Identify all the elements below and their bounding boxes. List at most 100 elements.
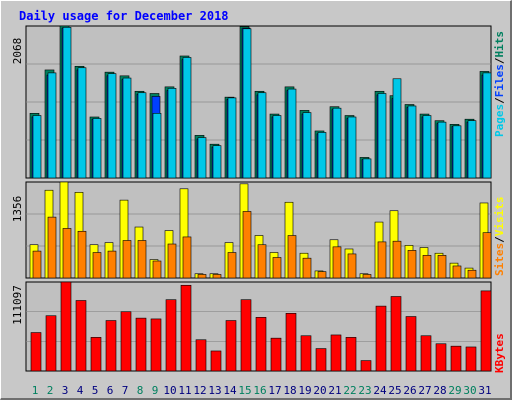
bar-pages bbox=[32, 115, 42, 179]
bar-kbytes bbox=[120, 311, 132, 372]
bar-sites bbox=[392, 240, 402, 279]
legend-1: Pages/Files/Hits bbox=[493, 31, 506, 137]
legend-item: KBytes bbox=[493, 333, 506, 373]
x-tick-label: 25 bbox=[388, 384, 401, 397]
x-tick-label: 31 bbox=[478, 384, 491, 397]
bar-kbytes bbox=[105, 320, 117, 372]
bar-sites bbox=[197, 274, 207, 279]
bar-kbytes bbox=[390, 296, 402, 372]
x-tick-label: 3 bbox=[62, 384, 69, 397]
x-tick-label: 2 bbox=[47, 384, 54, 397]
x-tick-label: 28 bbox=[433, 384, 446, 397]
bar-pages bbox=[332, 107, 342, 179]
bar-kbytes bbox=[90, 337, 102, 372]
bar-pages bbox=[242, 28, 252, 179]
x-tick-label: 30 bbox=[463, 384, 476, 397]
bar-kbytes bbox=[330, 334, 342, 372]
x-tick-label: 10 bbox=[163, 384, 176, 397]
bar-sites bbox=[437, 255, 447, 279]
bar-sites bbox=[467, 269, 477, 279]
x-tick-label: 24 bbox=[373, 384, 387, 397]
legend-separator: / bbox=[493, 236, 506, 243]
bar-pages bbox=[122, 77, 132, 179]
bar-sites bbox=[77, 230, 87, 279]
x-tick-label: 21 bbox=[328, 384, 341, 397]
bar-kbytes bbox=[270, 337, 282, 372]
legend-2: Sites/Visits bbox=[493, 197, 506, 277]
x-tick-label: 16 bbox=[253, 384, 266, 397]
bar-sites bbox=[452, 265, 462, 279]
legend-item: Hits bbox=[493, 31, 506, 58]
bar-pages bbox=[212, 145, 222, 179]
bar-pages bbox=[377, 93, 387, 179]
y-axis-max-label: 2068 bbox=[11, 38, 24, 65]
bar-sites bbox=[107, 250, 117, 279]
bar-pages bbox=[392, 78, 402, 179]
x-tick-label: 26 bbox=[403, 384, 416, 397]
x-tick-label: 11 bbox=[178, 384, 191, 397]
bar-sites bbox=[377, 241, 387, 279]
bar-sites bbox=[92, 252, 102, 279]
bar-sites bbox=[167, 243, 177, 279]
bar-pages bbox=[347, 116, 357, 179]
bar-kbytes bbox=[255, 317, 267, 372]
bar-kbytes bbox=[180, 284, 192, 372]
bar-pages bbox=[227, 97, 237, 179]
bar-sites bbox=[272, 257, 282, 279]
bar-pages bbox=[92, 118, 102, 179]
bar-kbytes bbox=[465, 346, 477, 372]
bar-sites bbox=[257, 244, 267, 279]
x-tick-label: 15 bbox=[238, 384, 251, 397]
bar-pages bbox=[362, 158, 372, 179]
bar-sites bbox=[212, 274, 222, 279]
bar-kbytes bbox=[60, 281, 72, 372]
legend-separator: / bbox=[493, 97, 506, 104]
bar-kbytes bbox=[210, 350, 222, 372]
bar-kbytes bbox=[300, 335, 312, 372]
bar-sites bbox=[317, 271, 327, 279]
bar-pages bbox=[47, 72, 57, 179]
bar-pages bbox=[152, 113, 162, 179]
x-tick-label: 1 bbox=[32, 384, 39, 397]
bar-pages bbox=[167, 88, 177, 179]
x-tick-label: 18 bbox=[283, 384, 296, 397]
legend-item: Visits bbox=[493, 197, 506, 237]
bar-kbytes bbox=[30, 332, 42, 372]
legend-3: KBytes bbox=[493, 333, 506, 373]
legend-item: Sites bbox=[493, 243, 506, 276]
legend-item: Pages bbox=[493, 104, 506, 137]
bar-sites bbox=[422, 255, 432, 279]
x-tick-label: 20 bbox=[313, 384, 326, 397]
bar-pages bbox=[467, 120, 477, 179]
x-tick-label: 6 bbox=[107, 384, 114, 397]
bar-pages bbox=[407, 105, 417, 179]
bar-kbytes bbox=[480, 290, 492, 372]
bar-sites bbox=[482, 232, 492, 279]
x-tick-label: 13 bbox=[208, 384, 221, 397]
bar-kbytes bbox=[450, 345, 462, 372]
bar-sites bbox=[332, 246, 342, 279]
legend-separator: / bbox=[493, 57, 506, 64]
bar-pages bbox=[272, 115, 282, 179]
x-tick-label: 9 bbox=[152, 384, 159, 397]
bar-kbytes bbox=[240, 299, 252, 372]
bar-kbytes bbox=[420, 335, 432, 372]
bar-kbytes bbox=[150, 318, 162, 372]
x-tick-label: 5 bbox=[92, 384, 99, 397]
bar-kbytes bbox=[360, 360, 372, 372]
bar-pages bbox=[482, 72, 492, 179]
x-tick-label: 14 bbox=[223, 384, 237, 397]
bar-kbytes bbox=[135, 317, 147, 372]
bar-sites bbox=[137, 240, 147, 279]
bar-pages bbox=[317, 132, 327, 179]
x-tick-label: 17 bbox=[268, 384, 281, 397]
bar-sites bbox=[287, 235, 297, 279]
bar-sites bbox=[62, 228, 72, 279]
bar-pages bbox=[107, 73, 117, 179]
bar-pages bbox=[287, 88, 297, 179]
bar-sites bbox=[302, 257, 312, 279]
bar-kbytes bbox=[435, 343, 447, 372]
bar-kbytes bbox=[315, 348, 327, 372]
